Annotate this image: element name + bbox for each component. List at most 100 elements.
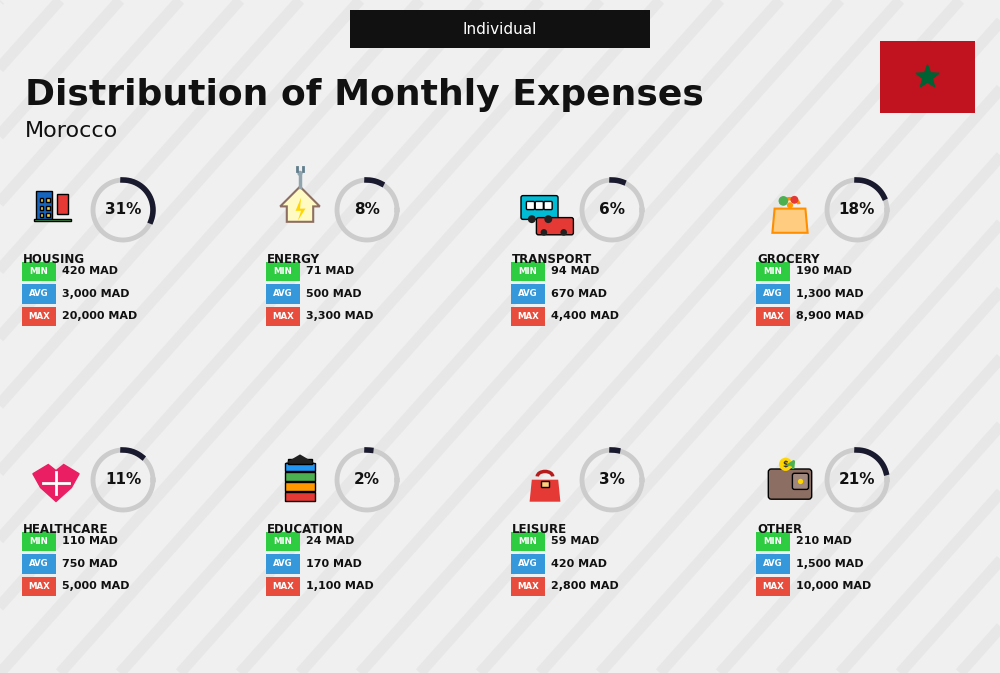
FancyBboxPatch shape [22, 284, 56, 304]
Text: 8%: 8% [354, 203, 380, 217]
FancyBboxPatch shape [526, 201, 535, 209]
Text: MIN: MIN [274, 537, 292, 546]
Text: 8,900 MAD: 8,900 MAD [796, 311, 864, 321]
Text: HOUSING: HOUSING [23, 253, 85, 266]
Text: HEALTHCARE: HEALTHCARE [23, 523, 108, 536]
Text: 11%: 11% [105, 472, 141, 487]
Circle shape [798, 479, 803, 484]
Text: 750 MAD: 750 MAD [62, 559, 118, 569]
FancyBboxPatch shape [511, 306, 545, 326]
FancyBboxPatch shape [46, 213, 50, 217]
Circle shape [790, 196, 798, 204]
Circle shape [779, 458, 792, 471]
Text: 6%: 6% [599, 203, 625, 217]
Text: LEISURE: LEISURE [512, 523, 567, 536]
Text: MAX: MAX [762, 312, 784, 321]
Text: MIN: MIN [519, 537, 537, 546]
Text: 670 MAD: 670 MAD [551, 289, 607, 299]
FancyBboxPatch shape [350, 10, 650, 48]
Text: EDUCATION: EDUCATION [267, 523, 344, 536]
Circle shape [544, 215, 552, 223]
Text: MAX: MAX [28, 581, 50, 591]
FancyBboxPatch shape [57, 194, 68, 214]
FancyBboxPatch shape [266, 306, 300, 326]
FancyBboxPatch shape [36, 191, 52, 219]
Text: 2%: 2% [354, 472, 380, 487]
FancyBboxPatch shape [46, 206, 50, 210]
Text: Individual: Individual [463, 22, 537, 36]
FancyBboxPatch shape [511, 577, 545, 596]
Circle shape [297, 171, 303, 176]
Text: MAX: MAX [272, 581, 294, 591]
FancyBboxPatch shape [288, 459, 312, 464]
FancyBboxPatch shape [22, 306, 56, 326]
Text: OTHER: OTHER [757, 523, 802, 536]
FancyBboxPatch shape [40, 206, 43, 210]
FancyBboxPatch shape [34, 219, 71, 221]
Text: 5,000 MAD: 5,000 MAD [62, 581, 130, 592]
Text: MIN: MIN [519, 267, 537, 276]
Text: 500 MAD: 500 MAD [306, 289, 362, 299]
Text: 10,000 MAD: 10,000 MAD [796, 581, 871, 592]
Text: 21%: 21% [839, 472, 875, 487]
Text: 2,800 MAD: 2,800 MAD [551, 581, 619, 592]
FancyBboxPatch shape [536, 217, 573, 235]
FancyBboxPatch shape [880, 41, 975, 113]
FancyBboxPatch shape [266, 554, 300, 573]
Circle shape [541, 229, 547, 236]
Text: 110 MAD: 110 MAD [62, 536, 118, 546]
Text: AVG: AVG [273, 289, 293, 298]
Polygon shape [916, 65, 939, 87]
Text: AVG: AVG [273, 559, 293, 568]
Text: MIN: MIN [30, 267, 48, 276]
Text: 59 MAD: 59 MAD [551, 536, 599, 546]
Circle shape [560, 229, 567, 236]
FancyBboxPatch shape [40, 198, 43, 202]
FancyBboxPatch shape [756, 284, 790, 304]
FancyBboxPatch shape [511, 554, 545, 573]
Text: MAX: MAX [28, 312, 50, 321]
Text: 170 MAD: 170 MAD [306, 559, 362, 569]
Text: MIN: MIN [30, 537, 48, 546]
Text: 71 MAD: 71 MAD [306, 267, 354, 276]
Text: 420 MAD: 420 MAD [62, 267, 118, 276]
Polygon shape [296, 198, 306, 221]
FancyBboxPatch shape [511, 532, 545, 551]
Text: 210 MAD: 210 MAD [796, 536, 852, 546]
FancyBboxPatch shape [535, 201, 543, 209]
Circle shape [787, 202, 793, 209]
Text: 1,100 MAD: 1,100 MAD [306, 581, 374, 592]
FancyBboxPatch shape [756, 577, 790, 596]
FancyBboxPatch shape [792, 473, 808, 489]
FancyBboxPatch shape [285, 462, 315, 471]
Text: MAX: MAX [517, 312, 539, 321]
Text: MIN: MIN [274, 267, 292, 276]
Polygon shape [530, 480, 560, 501]
FancyBboxPatch shape [266, 262, 300, 281]
Text: AVG: AVG [763, 559, 783, 568]
FancyBboxPatch shape [541, 481, 549, 487]
FancyBboxPatch shape [756, 532, 790, 551]
Text: 94 MAD: 94 MAD [551, 267, 600, 276]
Text: AVG: AVG [763, 289, 783, 298]
Text: Distribution of Monthly Expenses: Distribution of Monthly Expenses [25, 78, 704, 112]
Text: MIN: MIN [764, 267, 782, 276]
Text: 4,400 MAD: 4,400 MAD [551, 311, 619, 321]
Text: 1,300 MAD: 1,300 MAD [796, 289, 864, 299]
FancyBboxPatch shape [22, 262, 56, 281]
Text: 18%: 18% [839, 203, 875, 217]
Text: AVG: AVG [518, 289, 538, 298]
Circle shape [528, 215, 536, 223]
FancyBboxPatch shape [285, 472, 315, 481]
Circle shape [779, 196, 788, 206]
Polygon shape [280, 186, 320, 222]
Text: AVG: AVG [518, 559, 538, 568]
FancyBboxPatch shape [22, 554, 56, 573]
Text: MAX: MAX [517, 581, 539, 591]
FancyBboxPatch shape [285, 483, 315, 491]
Text: MAX: MAX [272, 312, 294, 321]
Text: AVG: AVG [29, 289, 49, 298]
Text: 3%: 3% [599, 472, 625, 487]
Text: 420 MAD: 420 MAD [551, 559, 607, 569]
FancyBboxPatch shape [285, 492, 315, 501]
